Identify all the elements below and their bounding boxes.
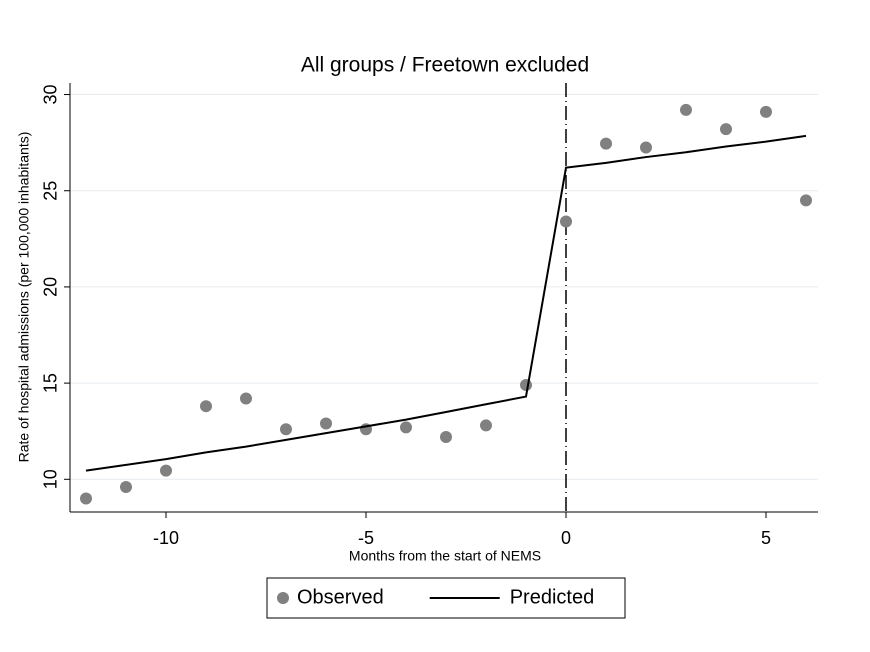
y-tick-label: 15 xyxy=(41,373,61,393)
x-tick-label: -10 xyxy=(153,528,179,548)
observed-point xyxy=(640,141,652,154)
x-axis-label: Months from the start of NEMS xyxy=(349,548,541,564)
observed-point xyxy=(160,464,172,477)
predicted-line xyxy=(85,134,807,472)
observed-point xyxy=(800,194,812,207)
y-axis-label: Rate of hospital admissions (per 100,000… xyxy=(16,132,32,463)
observed-point xyxy=(600,137,612,150)
legend-label: Predicted xyxy=(510,586,595,608)
observed-point xyxy=(560,215,572,228)
observed-point xyxy=(200,400,212,413)
y-tick-label: 30 xyxy=(41,85,61,105)
x-tick-label: -5 xyxy=(358,528,374,548)
legend-label: Observed xyxy=(297,586,384,608)
x-tick-label: 0 xyxy=(561,528,571,548)
observed-point xyxy=(400,421,412,434)
observed-point xyxy=(440,430,452,443)
y-tick-label: 25 xyxy=(41,181,61,201)
observed-point xyxy=(80,492,92,505)
observed-point xyxy=(280,423,292,436)
chart-title: All groups / Freetown excluded xyxy=(301,54,589,77)
observed-point xyxy=(520,379,532,392)
observed-point xyxy=(320,417,332,430)
legend-marker xyxy=(277,592,289,604)
observed-point xyxy=(120,480,132,493)
observed-point xyxy=(680,103,692,116)
observed-point xyxy=(240,392,252,405)
observed-point xyxy=(480,419,492,432)
x-tick-label: 5 xyxy=(761,528,771,548)
y-tick-label: 10 xyxy=(41,469,61,489)
observed-point xyxy=(720,123,732,136)
observed-point xyxy=(760,105,772,118)
y-tick-label: 20 xyxy=(41,277,61,297)
